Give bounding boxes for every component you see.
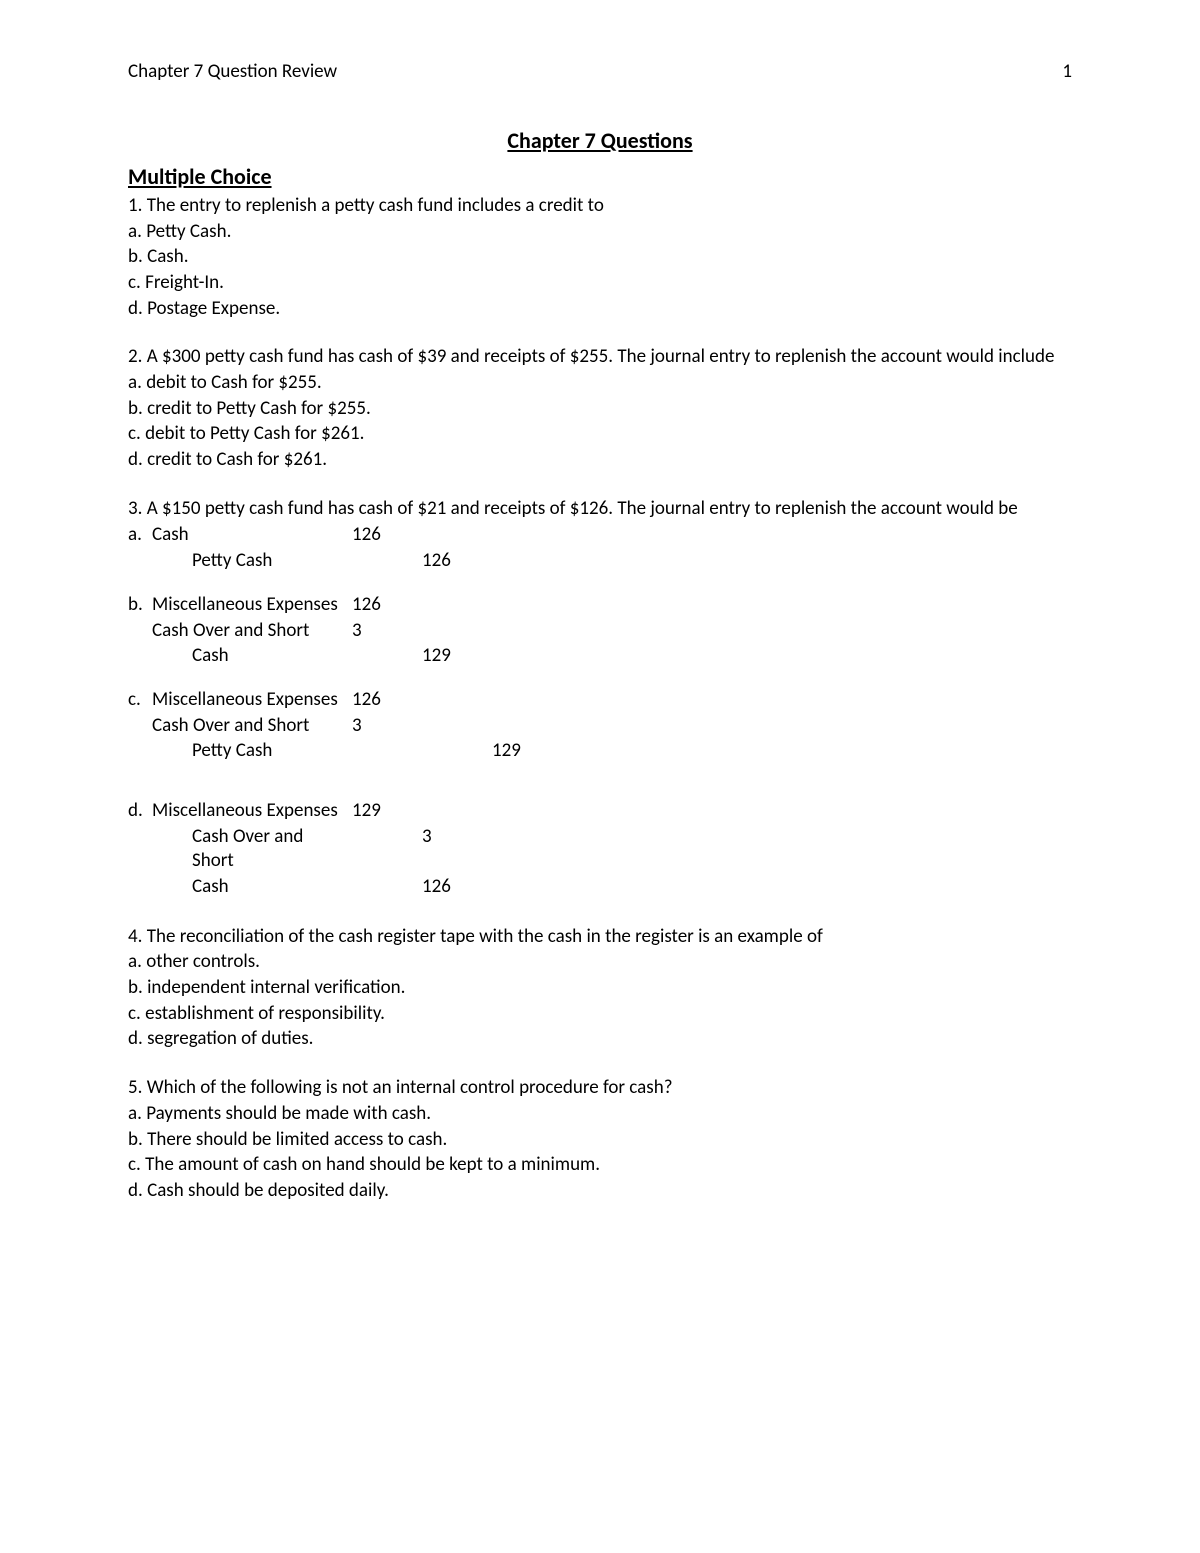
entry-label: Miscellaneous Expenses xyxy=(152,593,352,619)
q3b-prefix: b. xyxy=(128,593,152,619)
entry-credit xyxy=(422,739,492,765)
entry-credit2 xyxy=(492,799,562,825)
entry-credit2: 129 xyxy=(492,739,562,765)
entry-debit xyxy=(352,549,422,575)
entry-debit: 126 xyxy=(352,593,422,619)
q2-option-c: c. debit to Petty Cash for $261. xyxy=(128,422,1072,447)
q3c-prefix: c. xyxy=(128,688,152,714)
entry-credit xyxy=(422,688,492,714)
entry-credit: 126 xyxy=(422,875,492,901)
q2-option-b: b. credit to Petty Cash for $255. xyxy=(128,397,1072,422)
q4-option-c: c. establishment of responsibility. xyxy=(128,1002,1072,1027)
q3-option-a: a. Cash 126 Petty Cash 126 xyxy=(128,523,562,574)
q4-option-a: a. other controls. xyxy=(128,950,1072,975)
entry-credit2 xyxy=(492,714,562,740)
entry-credit xyxy=(422,799,492,825)
q2-option-d: d. credit to Cash for $261. xyxy=(128,448,1072,473)
question-5: 5. Which of the following is not an inte… xyxy=(128,1076,1072,1203)
entry-label: Cash xyxy=(152,875,352,901)
q3-option-d: d. Miscellaneous Expenses 129 Cash Over … xyxy=(128,799,562,901)
entry-label: Cash xyxy=(152,523,352,549)
q1-option-d: d. Postage Expense. xyxy=(128,297,1072,322)
q4-option-d: d. segregation of duties. xyxy=(128,1027,1072,1052)
question-3: 3. A $150 petty cash fund has cash of $2… xyxy=(128,497,1072,522)
entry-label: Cash Over and Short xyxy=(152,825,352,875)
entry-credit2 xyxy=(492,549,562,575)
section-heading: Multiple Choice xyxy=(128,163,1072,192)
entry-label: Miscellaneous Expenses xyxy=(152,799,352,825)
q5-option-a: a. Payments should be made with cash. xyxy=(128,1102,1072,1127)
entry-debit: 126 xyxy=(352,688,422,714)
q1-option-b: b. Cash. xyxy=(128,245,1072,270)
q3-option-c: c. Miscellaneous Expenses 126 Cash Over … xyxy=(128,688,562,765)
entry-credit xyxy=(422,619,492,645)
entry-debit xyxy=(352,644,422,670)
entry-credit: 129 xyxy=(422,644,492,670)
entry-credit2 xyxy=(492,523,562,549)
entry-credit: 3 xyxy=(422,825,492,875)
q3-option-b: b. Miscellaneous Expenses 126 Cash Over … xyxy=(128,593,562,670)
q5-stem: 5. Which of the following is not an inte… xyxy=(128,1076,1072,1101)
entry-debit xyxy=(352,739,422,765)
q3d-prefix: d. xyxy=(128,799,152,825)
entry-credit2 xyxy=(492,619,562,645)
entry-credit xyxy=(422,593,492,619)
entry-debit: 3 xyxy=(352,714,422,740)
entry-label: Petty Cash xyxy=(152,739,352,765)
question-1: 1. The entry to replenish a petty cash f… xyxy=(128,194,1072,321)
entry-credit xyxy=(422,523,492,549)
entry-debit: 126 xyxy=(352,523,422,549)
header-page-number: 1 xyxy=(1062,60,1072,85)
page-header: Chapter 7 Question Review 1 xyxy=(128,60,1072,85)
entry-credit2 xyxy=(492,825,562,875)
entry-credit2 xyxy=(492,875,562,901)
q3-stem: 3. A $150 petty cash fund has cash of $2… xyxy=(128,497,1072,522)
entry-credit: 126 xyxy=(422,549,492,575)
question-4: 4. The reconciliation of the cash regist… xyxy=(128,925,1072,1052)
q3a-prefix: a. xyxy=(128,523,152,549)
entry-label: Cash Over and Short xyxy=(152,714,352,740)
page-title: Chapter 7 Questions xyxy=(128,127,1072,156)
entry-credit2 xyxy=(492,593,562,619)
entry-credit2 xyxy=(492,688,562,714)
entry-credit2 xyxy=(492,644,562,670)
entry-label: Cash xyxy=(152,644,352,670)
entry-label: Petty Cash xyxy=(152,549,352,575)
q2-option-a: a. debit to Cash for $255. xyxy=(128,371,1072,396)
q5-option-b: b. There should be limited access to cas… xyxy=(128,1128,1072,1153)
entry-debit xyxy=(352,825,422,875)
entry-debit: 129 xyxy=(352,799,422,825)
entry-credit xyxy=(422,714,492,740)
header-left: Chapter 7 Question Review xyxy=(128,60,337,85)
q5-option-c: c. The amount of cash on hand should be … xyxy=(128,1153,1072,1178)
q2-stem: 2. A $300 petty cash fund has cash of $3… xyxy=(128,345,1072,370)
entry-debit: 3 xyxy=(352,619,422,645)
entry-debit xyxy=(352,875,422,901)
q5-option-d: d. Cash should be deposited daily. xyxy=(128,1179,1072,1204)
q4-stem: 4. The reconciliation of the cash regist… xyxy=(128,925,1072,950)
q4-option-b: b. independent internal verification. xyxy=(128,976,1072,1001)
q1-option-c: c. Freight-In. xyxy=(128,271,1072,296)
entry-label: Miscellaneous Expenses xyxy=(152,688,352,714)
q1-option-a: a. Petty Cash. xyxy=(128,220,1072,245)
q1-stem: 1. The entry to replenish a petty cash f… xyxy=(128,194,1072,219)
question-2: 2. A $300 petty cash fund has cash of $3… xyxy=(128,345,1072,472)
entry-label: Cash Over and Short xyxy=(152,619,352,645)
